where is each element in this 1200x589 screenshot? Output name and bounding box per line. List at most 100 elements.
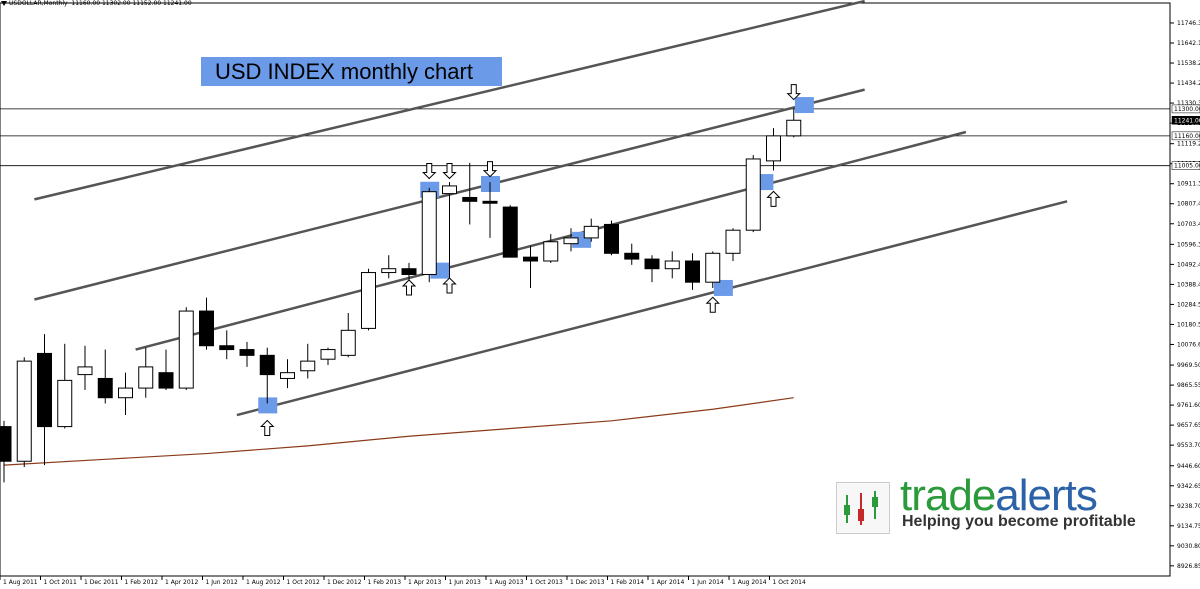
time-axis-label: 1 Oct 2011 [44, 579, 77, 586]
price-axis-label: 9446.60 [1177, 463, 1200, 470]
candle-body [361, 272, 376, 329]
price-axis-label: 10703.45 [1177, 221, 1200, 228]
up-arrow-icon [401, 279, 417, 296]
candle-body [604, 223, 619, 254]
price-axis-label: 10911.35 [1177, 181, 1200, 188]
price-axis-label: 10076.60 [1177, 341, 1200, 348]
up-arrow-icon [705, 296, 720, 313]
candle-body [685, 260, 700, 283]
candle-body [300, 360, 316, 372]
price-axis-label: 9342.65 [1177, 483, 1200, 490]
candle-body [401, 268, 417, 275]
up-arrow-icon [442, 277, 457, 294]
down-arrow-icon [482, 161, 498, 178]
price-axis-label: 9238.70 [1177, 503, 1200, 510]
candle-body [340, 329, 356, 356]
candle-body [725, 229, 741, 254]
time-axis-label: 1 Dec 2013 [570, 579, 605, 586]
candle-body [57, 379, 73, 428]
price-axis-label: 9134.75 [1177, 523, 1200, 530]
chart-title-annotation: USD INDEX monthly chart [201, 57, 502, 86]
price-axis-label: 9865.55 [1177, 382, 1200, 389]
time-axis-label: 1 Feb 2013 [368, 579, 402, 586]
candle-body [118, 387, 133, 399]
ohlc-values: 11160.00 11302.00 11152.00 11241.00 [71, 0, 192, 7]
plot-frame [0, 2, 1171, 577]
candle-body [16, 360, 32, 462]
price-axis-label: 10492.40 [1177, 261, 1200, 268]
candle-body [583, 225, 599, 239]
price-tag-box [1171, 131, 1200, 141]
candle-body [219, 345, 235, 351]
time-axis-label: 1 Oct 2013 [530, 579, 563, 586]
price-axis-label: 11119.25 [1177, 141, 1200, 148]
candle-body [543, 241, 559, 262]
price-tag-label: 11160.00 [1174, 133, 1200, 140]
logo-word-trade: trade [900, 471, 996, 520]
candle-body [421, 191, 437, 275]
time-axis-label: 1 Aug 2014 [732, 579, 767, 586]
candle-body [77, 366, 93, 376]
highlight-box [258, 397, 278, 414]
down-arrow-icon [786, 84, 801, 101]
price-axis-label: 10596.35 [1177, 241, 1200, 248]
logo-word-alerts: alerts [995, 471, 1098, 520]
price-axis-label: 10388.45 [1177, 281, 1200, 288]
candle-body [280, 372, 295, 379]
price-axis-label: 11538.20 [1177, 60, 1200, 67]
candle-body [0, 426, 12, 462]
time-axis-label: 1 Aug 2013 [489, 579, 524, 586]
candle-body [320, 349, 336, 360]
time-axis-label: 1 Aug 2012 [246, 579, 281, 586]
candle-body [502, 206, 518, 258]
highlight-box [713, 279, 733, 296]
down-arrow-icon [442, 163, 457, 180]
logo-candles-icon [836, 482, 890, 534]
price-tag-box [1171, 116, 1200, 125]
channel-trend-line [236, 200, 1068, 417]
price-axis-label: 10807.40 [1177, 201, 1200, 208]
highlight-box [794, 97, 814, 114]
logo-tagline: Helping you become profitable [902, 513, 1136, 530]
candle-body [786, 119, 802, 137]
candle-body [381, 268, 397, 274]
up-arrow-icon [260, 419, 275, 437]
price-axis-label: 11330.30 [1177, 100, 1200, 107]
candle-body [158, 372, 174, 389]
price-axis-label: 10180.55 [1177, 321, 1200, 328]
candle-body [138, 366, 154, 389]
logo-candles-graphic [844, 491, 878, 525]
time-axis-label: 1 Dec 2011 [84, 579, 119, 586]
dropdown-triangle-icon[interactable] [1, 1, 7, 6]
time-axis-label: 1 Dec 2012 [327, 579, 362, 586]
time-axis-label: 1 Apr 2013 [408, 579, 441, 586]
time-axis-label: 1 Jun 2013 [449, 579, 481, 586]
price-axis-label: 11434.25 [1177, 80, 1200, 87]
candle-body [462, 196, 478, 202]
candle-body [766, 135, 781, 162]
price-axis-label: 9030.80 [1177, 543, 1200, 550]
candle-body [523, 256, 538, 262]
moving-average-line [3, 397, 794, 466]
candle-body [664, 260, 680, 270]
time-axis-label: 1 Jun 2012 [206, 579, 238, 586]
candle-body [624, 252, 640, 260]
candle-body [199, 310, 214, 347]
symbol-header: USDOLLAR,Monthly 11160.00 11302.00 11152… [0, 0, 192, 7]
price-axis-label: 9969.50 [1177, 362, 1200, 369]
price-tag-box [1171, 161, 1200, 170]
candle-body [644, 258, 660, 270]
candle-body [482, 200, 498, 204]
price-tag-label: 11300.00 [1174, 106, 1200, 113]
price-axis-label: 11746.30 [1177, 20, 1200, 27]
price-axis-label: 9761.60 [1177, 402, 1200, 409]
down-arrow-icon [422, 163, 437, 180]
time-axis-label: 1 Apr 2014 [651, 579, 684, 586]
price-axis-label: 10284.50 [1177, 301, 1200, 308]
tradealerts-logo: tradealerts Helping you become profitabl… [830, 474, 1147, 537]
price-axis-label: 11642.15 [1177, 40, 1200, 47]
channel-trend-line [34, 0, 865, 201]
candle-body [239, 349, 255, 356]
candle-body [442, 185, 457, 195]
candle-body [37, 352, 52, 428]
